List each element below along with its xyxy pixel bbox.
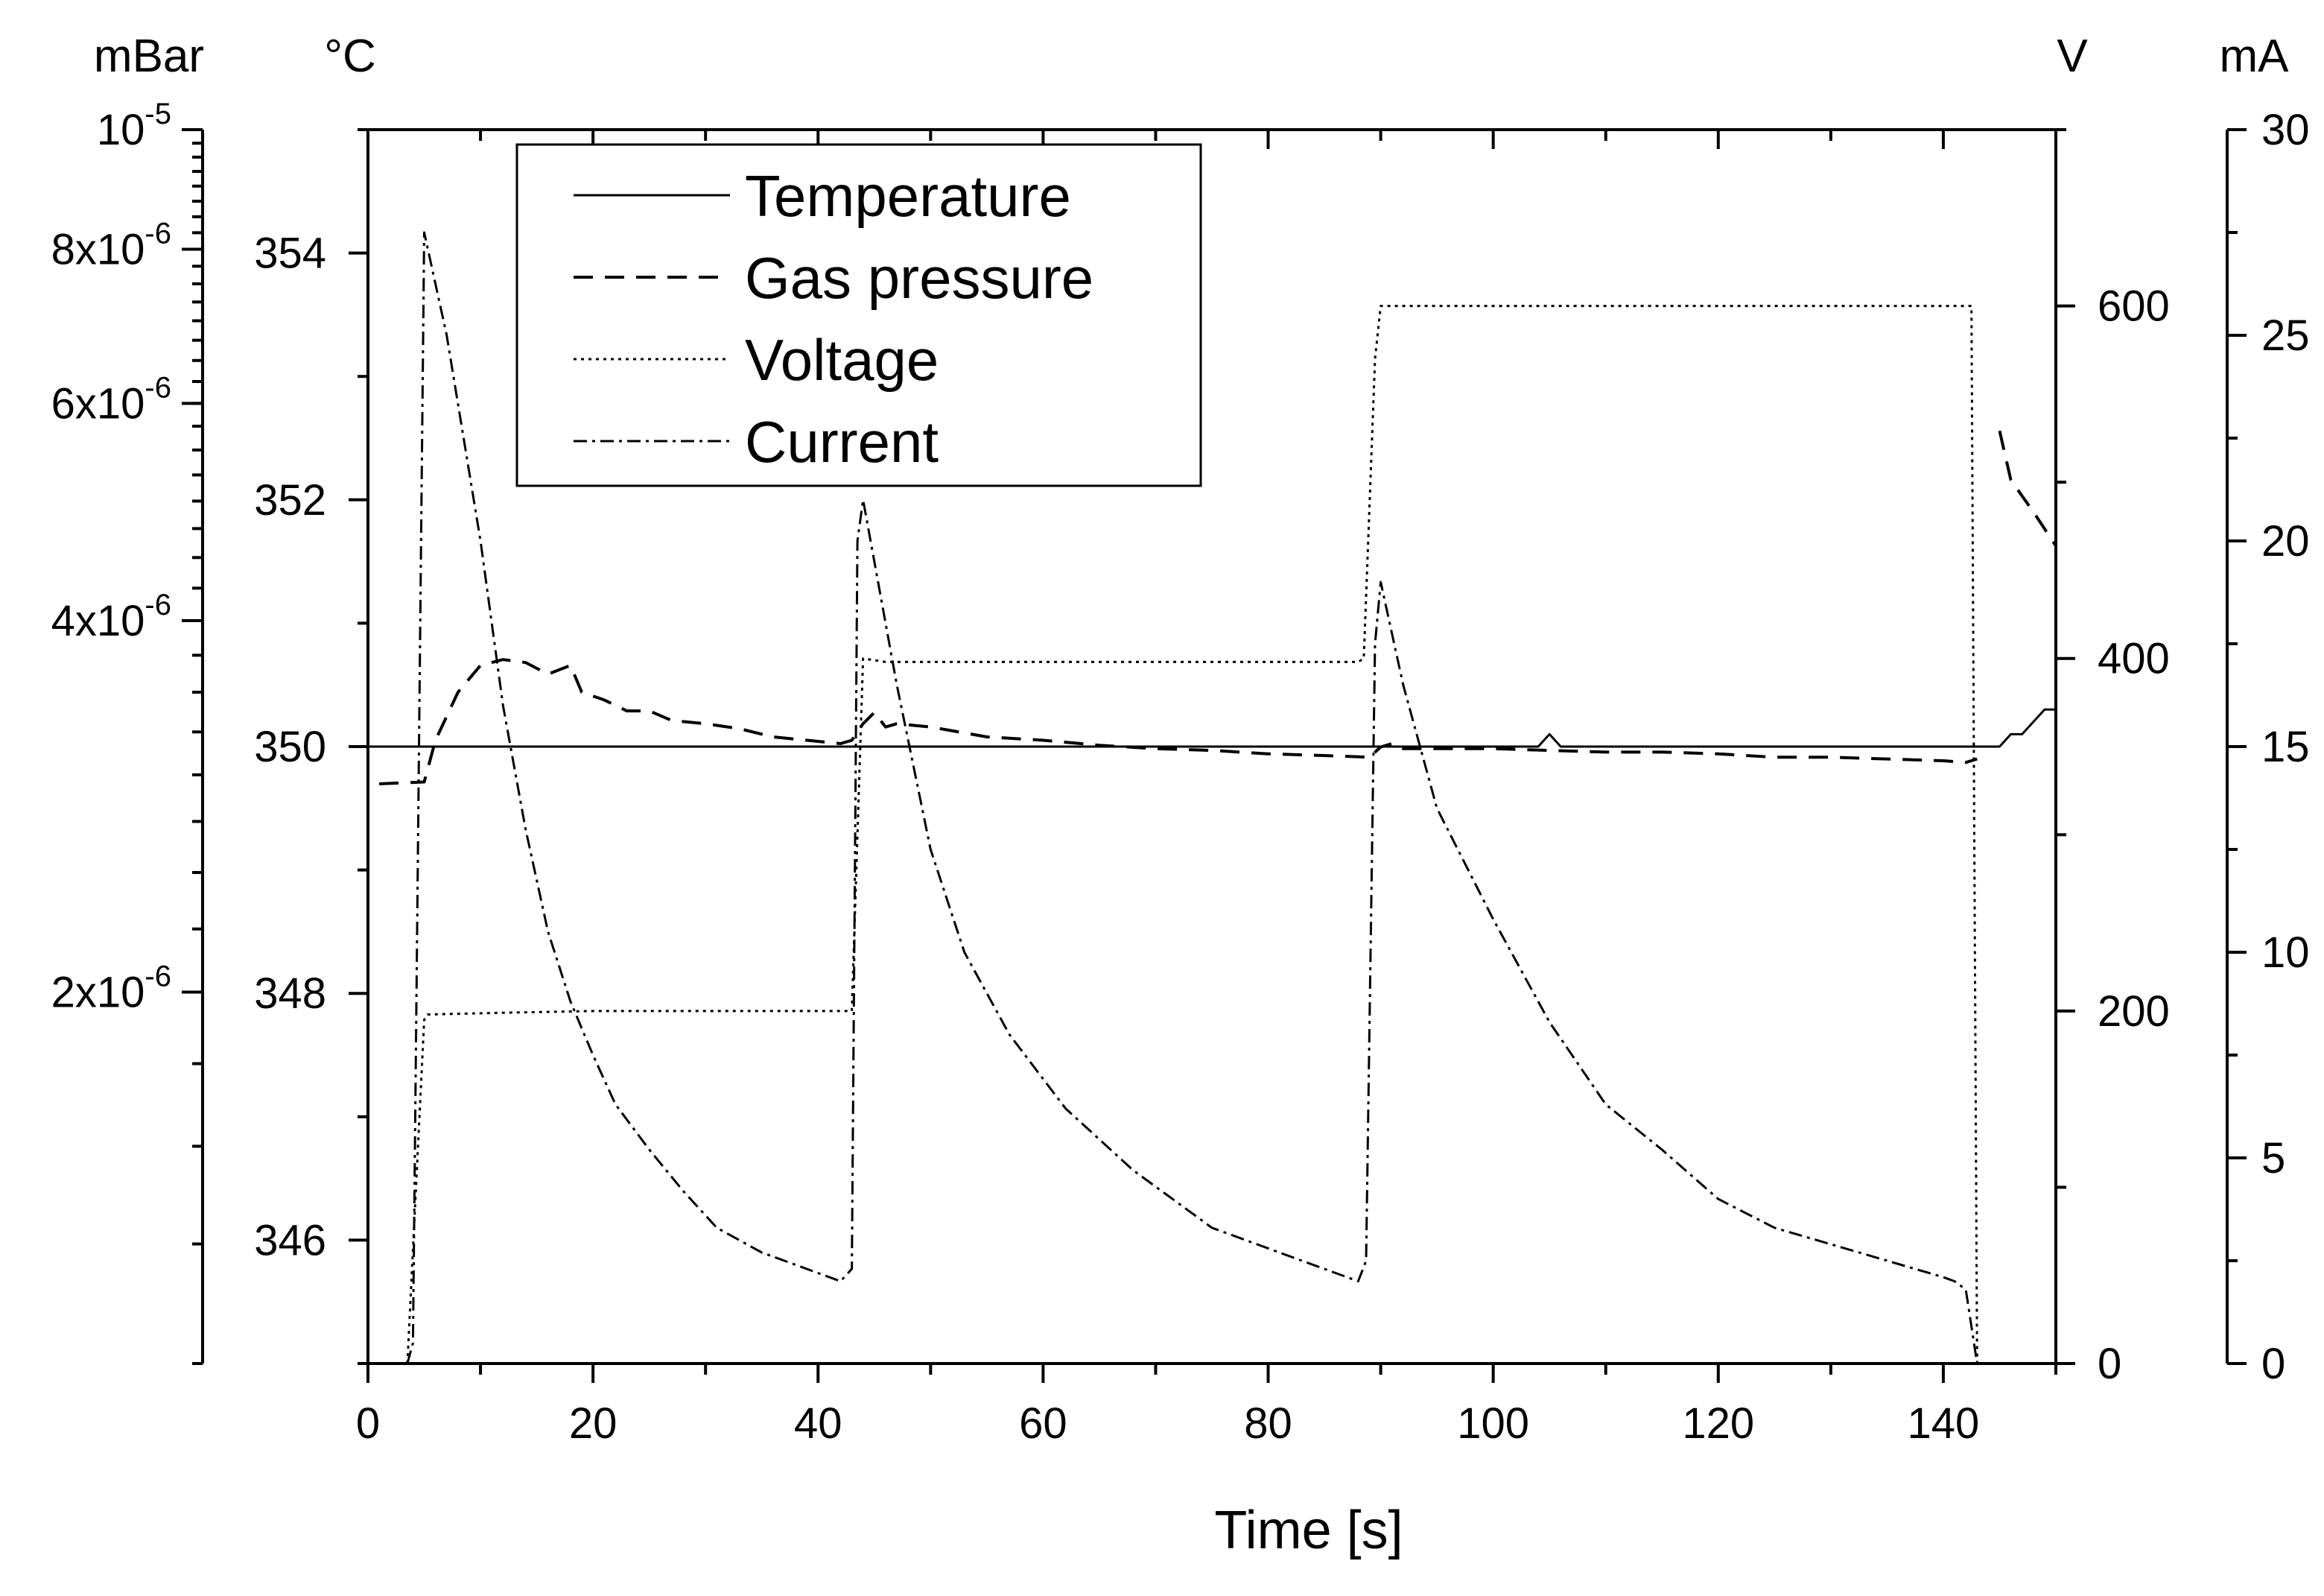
series-current-line [406,231,1978,1364]
x-tick-label: 40 [794,1399,842,1448]
current-tick-label: 20 [2261,517,2310,566]
voltage-tick-label: 0 [2098,1340,2121,1388]
voltage-tick-label: 400 [2098,635,2170,683]
current-tick-label: 15 [2261,723,2310,771]
x-tick-label: 20 [569,1399,617,1448]
x-tick-label: 100 [1457,1399,1529,1448]
series-temperature-line [368,708,2056,748]
x-tick-label: 140 [1908,1399,1980,1448]
series-group [368,231,2057,1364]
x-tick-label: 0 [356,1399,380,1448]
legend-label-gas-pressure: Gas pressure [745,245,1093,311]
current-tick-label: 5 [2261,1134,2285,1182]
current-tick-label: 25 [2261,311,2310,360]
pressure-tick-label: 2x10-6 [51,960,171,1016]
legend-label-current: Current [745,409,939,475]
x-tick-label: 60 [1019,1399,1067,1448]
current-unit-label: mA [2220,31,2290,82]
temperature-tick-label: 346 [254,1216,326,1264]
x-tick-label: 80 [1244,1399,1292,1448]
voltage-unit-label: V [2057,31,2088,82]
legend-label-temperature: Temperature [745,163,1071,229]
current-tick-label: 30 [2261,106,2310,154]
legend-group: Temperature Gas pressure Voltage Current [515,143,1202,487]
temperature-tick-label: 350 [254,723,326,771]
voltage-tick-label: 600 [2098,282,2170,331]
temperature-unit-label: °C [324,31,376,82]
x-tick-label: 120 [1682,1399,1754,1448]
pressure-tick-label: 8x10-6 [51,217,171,273]
x-axis-title: Time [s] [1214,1501,1403,1560]
current-tick-label: 0 [2261,1340,2285,1388]
series-gas-pressure-line [1998,430,2057,547]
temperature-tick-label: 352 [254,476,326,525]
pressure-tick-label: 4x10-6 [51,589,171,645]
voltage-tick-label: 200 [2098,987,2170,1036]
pressure-tick-label: 6x10-6 [51,371,171,428]
pressure-unit-label: mBar [94,31,204,82]
legend-label-voltage: Voltage [745,327,939,393]
temperature-tick-label: 354 [254,229,326,278]
legend-box [515,143,1202,487]
pressure-tick-label: 10-5 [97,98,171,154]
current-tick-label: 10 [2261,928,2310,977]
temperature-tick-label: 348 [254,969,326,1018]
series-gas-pressure-line [379,658,1978,785]
